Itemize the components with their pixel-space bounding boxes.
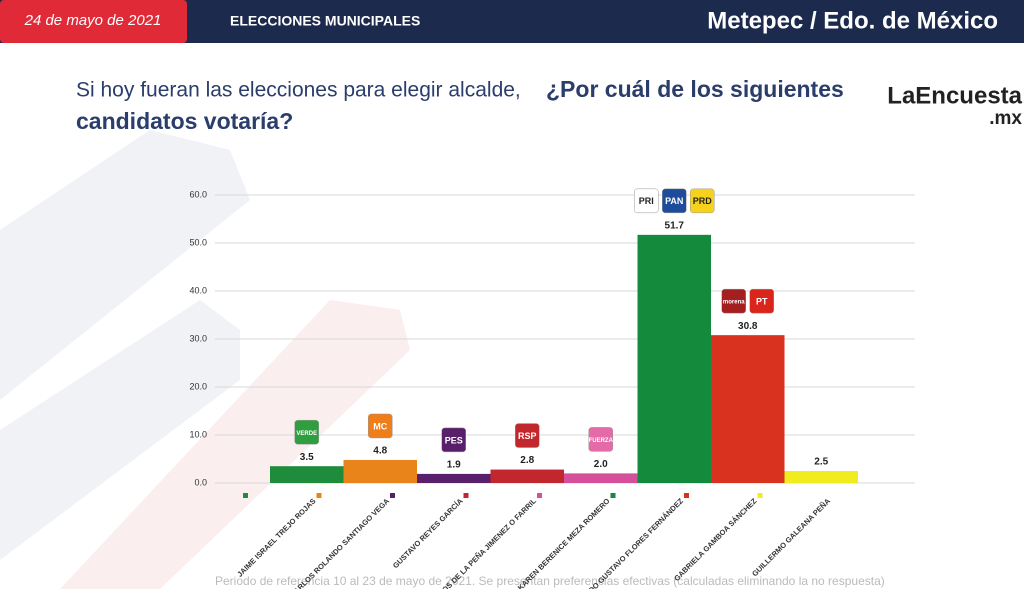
bar [637, 234, 711, 483]
legend-swatch [684, 493, 689, 498]
value-label: 2.0 [594, 459, 608, 470]
y-tick-label: 10.0 [189, 429, 207, 439]
legend-swatch [390, 493, 395, 498]
legend-swatch [610, 493, 616, 498]
legend-swatch [463, 493, 469, 498]
party-logo [634, 188, 659, 214]
value-label: 2.5 [814, 457, 828, 468]
bar [564, 473, 638, 483]
bar [490, 469, 564, 483]
value-label: 30.8 [738, 321, 758, 332]
value-label: 2.8 [520, 455, 534, 466]
y-tick-label: 40.0 [189, 285, 207, 295]
logo-name: LaEncuesta [887, 82, 1022, 109]
x-tick-label: GUILLERMO GALEANA PEÑA [750, 496, 832, 578]
bar [417, 473, 491, 483]
party-logo [588, 427, 613, 452]
party-logo-text: morena [723, 300, 745, 306]
question-main: ¿Por cuál de los siguientes [546, 76, 844, 102]
party-logo [368, 413, 393, 439]
party-logo [441, 427, 466, 453]
party-logo-text: PAN [665, 196, 683, 206]
date: 24 de mayo de 2021 [24, 12, 162, 29]
party-logo-text: PES [445, 435, 463, 445]
section: ELECCIONES MUNICIPALES [230, 13, 420, 29]
party-logo [515, 423, 540, 448]
value-label: 1.9 [447, 460, 461, 471]
legend-swatch [243, 493, 248, 498]
party-logo [721, 288, 746, 314]
party-logo [294, 419, 319, 445]
y-tick-label: 20.0 [189, 381, 207, 391]
y-tick-label: 50.0 [189, 237, 207, 247]
question-main2: candidatos votaría? [76, 108, 293, 134]
legend-swatch [757, 493, 763, 498]
party-logo-text: FUERZA [589, 438, 614, 444]
location: Metepec / Edo. de México [707, 7, 998, 34]
party-logo [690, 188, 715, 214]
y-tick-label: 0.0 [194, 477, 207, 487]
y-tick-label: 60.0 [189, 189, 207, 199]
question-lead: Si hoy fueran las elecciones para elegir… [76, 79, 521, 102]
party-logo [662, 188, 687, 214]
date-box [0, 0, 187, 43]
party-logo-text: PRI [639, 196, 654, 206]
x-tick-label: JAIME ISRAEL TREJO ROJAS [235, 496, 317, 578]
x-tick-label: GUSTAVO REYES GARCÍA [391, 496, 465, 570]
bar [711, 335, 785, 483]
party-logo [749, 288, 774, 314]
value-label: 3.5 [300, 452, 314, 463]
footnote: Periodo de referencia 10 al 23 de mayo d… [215, 574, 885, 588]
party-logo-text: PT [756, 297, 768, 307]
party-logo-text: RSP [518, 431, 537, 441]
party-logo-text: PRD [693, 196, 713, 206]
party-logo-text: MC [373, 421, 387, 431]
value-label: 4.8 [373, 446, 387, 457]
bar [270, 466, 344, 483]
background-decoration [0, 130, 410, 589]
bar [343, 459, 417, 483]
y-tick-label: 30.0 [189, 333, 207, 343]
legend-swatch [316, 493, 322, 498]
value-label: 51.7 [665, 220, 685, 231]
logo-suffix: .mx [989, 108, 1022, 129]
x-tick-label: GABRIELA GAMBOA SÁNCHEZ [672, 496, 759, 583]
party-logo-text: VERDE [296, 431, 317, 437]
bar [784, 471, 858, 483]
legend-swatch [537, 493, 542, 498]
